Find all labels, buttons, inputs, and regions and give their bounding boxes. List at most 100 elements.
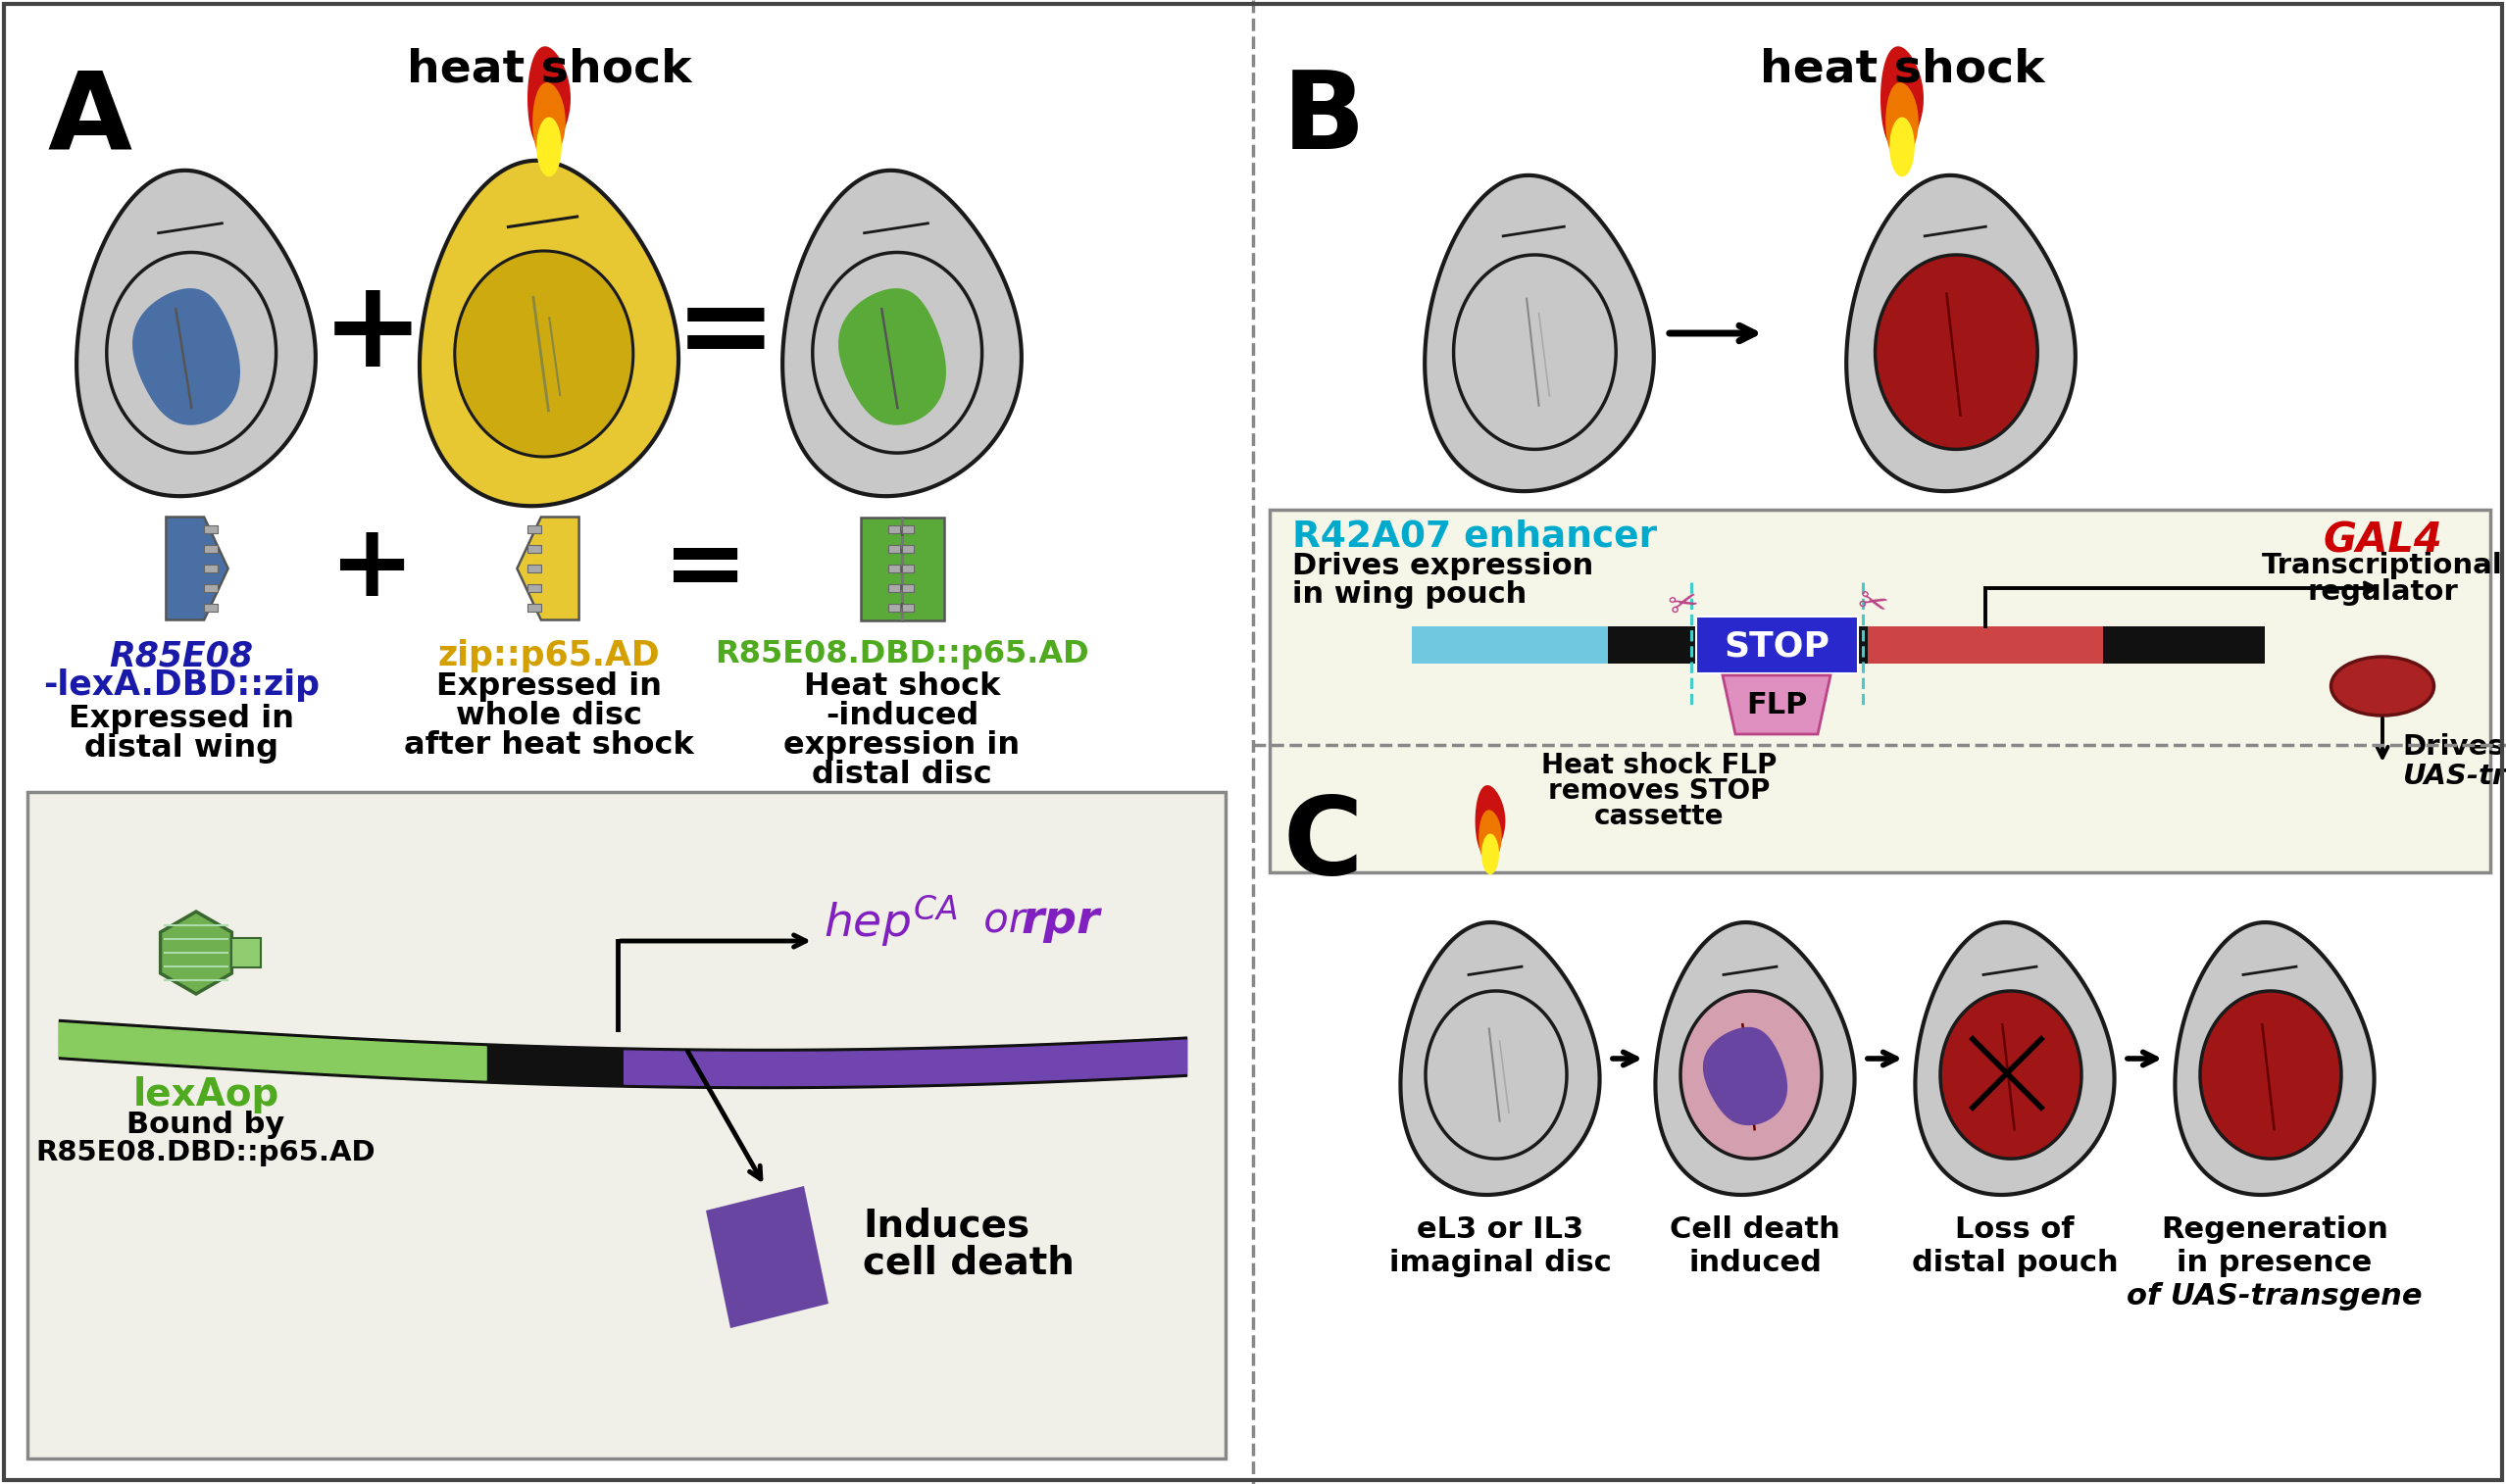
Bar xyxy=(526,564,541,573)
Bar xyxy=(1867,626,2103,663)
Polygon shape xyxy=(1847,175,2075,491)
Polygon shape xyxy=(1704,1027,1787,1125)
Polygon shape xyxy=(1915,923,2115,1195)
Polygon shape xyxy=(1426,175,1654,491)
Bar xyxy=(887,585,900,592)
Text: eL3 or IL3: eL3 or IL3 xyxy=(1416,1215,1584,1244)
Text: Regeneration: Regeneration xyxy=(2160,1215,2388,1244)
Ellipse shape xyxy=(2331,657,2433,715)
Bar xyxy=(203,564,218,573)
Polygon shape xyxy=(1476,785,1506,856)
Text: after heat shock: after heat shock xyxy=(403,730,694,761)
Text: =: = xyxy=(664,519,749,617)
Bar xyxy=(887,545,900,554)
Text: expression in: expression in xyxy=(784,730,1020,761)
Polygon shape xyxy=(840,288,947,424)
Polygon shape xyxy=(516,516,579,620)
Polygon shape xyxy=(812,252,982,453)
Text: removes STOP: removes STOP xyxy=(1549,778,1769,804)
Text: zip::p65.AD: zip::p65.AD xyxy=(439,640,659,672)
Text: in wing pouch: in wing pouch xyxy=(1293,580,1526,608)
Polygon shape xyxy=(534,83,566,162)
Polygon shape xyxy=(419,160,679,506)
Polygon shape xyxy=(902,516,945,620)
Text: UAS-transgene: UAS-transgene xyxy=(2403,763,2506,789)
Text: Drives expression: Drives expression xyxy=(1293,552,1594,580)
Text: Cell death: Cell death xyxy=(1669,1215,1839,1244)
Text: B: B xyxy=(1283,67,1366,172)
Text: imaginal disc: imaginal disc xyxy=(1388,1248,1611,1278)
Polygon shape xyxy=(1401,923,1599,1195)
Text: cassette: cassette xyxy=(1594,803,1724,830)
Bar xyxy=(526,525,541,533)
Text: Induces: Induces xyxy=(862,1206,1030,1244)
Text: heat shock: heat shock xyxy=(1759,47,2045,91)
Bar xyxy=(203,545,218,554)
Polygon shape xyxy=(782,171,1022,496)
Text: R85E08.DBD::p65.AD: R85E08.DBD::p65.AD xyxy=(714,640,1090,669)
Polygon shape xyxy=(860,516,902,620)
Text: rpr: rpr xyxy=(1022,899,1100,944)
Polygon shape xyxy=(1479,810,1501,864)
Polygon shape xyxy=(78,171,316,496)
Polygon shape xyxy=(1940,991,2082,1159)
Text: Heat shock: Heat shock xyxy=(804,671,1000,702)
Polygon shape xyxy=(454,251,634,457)
Text: C: C xyxy=(1283,792,1363,896)
Polygon shape xyxy=(2200,991,2341,1159)
Bar xyxy=(526,585,541,592)
Polygon shape xyxy=(160,911,231,994)
Polygon shape xyxy=(108,252,276,453)
Text: R85E08.DBD::p65.AD: R85E08.DBD::p65.AD xyxy=(35,1140,376,1166)
Polygon shape xyxy=(707,1186,829,1328)
Text: heat shock: heat shock xyxy=(406,47,692,91)
Text: distal pouch: distal pouch xyxy=(1912,1248,2118,1278)
Bar xyxy=(203,585,218,592)
Text: GAL4: GAL4 xyxy=(2323,519,2443,561)
Bar xyxy=(1271,509,2491,873)
Text: Heat shock FLP: Heat shock FLP xyxy=(1541,752,1777,779)
Polygon shape xyxy=(165,516,228,620)
Bar xyxy=(526,604,541,611)
Text: in presence: in presence xyxy=(2178,1248,2373,1278)
Bar xyxy=(887,564,900,573)
Text: Transcriptional: Transcriptional xyxy=(2263,552,2503,579)
Polygon shape xyxy=(2175,923,2373,1195)
Bar xyxy=(902,525,915,533)
Bar xyxy=(902,564,915,573)
Text: R85E08: R85E08 xyxy=(110,640,253,672)
Text: distal disc: distal disc xyxy=(812,760,992,789)
Bar xyxy=(231,938,261,968)
Text: distal wing: distal wing xyxy=(85,733,278,764)
Text: or: or xyxy=(970,901,1037,942)
Text: R42A07 enhancer: R42A07 enhancer xyxy=(1293,519,1656,555)
Text: STOP: STOP xyxy=(1724,629,1829,662)
Polygon shape xyxy=(536,117,561,177)
Bar xyxy=(887,525,900,533)
Text: of UAS-transgene: of UAS-transgene xyxy=(2128,1282,2423,1310)
Text: whole disc: whole disc xyxy=(456,700,642,732)
Text: A: A xyxy=(48,67,130,172)
Text: ✂: ✂ xyxy=(1666,585,1704,625)
Polygon shape xyxy=(1722,675,1829,735)
Polygon shape xyxy=(1885,83,1920,162)
Polygon shape xyxy=(526,46,571,151)
Bar xyxy=(1411,626,2265,663)
Bar xyxy=(203,604,218,611)
Text: Drives: Drives xyxy=(2403,733,2506,761)
Polygon shape xyxy=(1880,46,1925,151)
Text: Expressed in: Expressed in xyxy=(436,671,662,702)
Text: -lexA.DBD::zip: -lexA.DBD::zip xyxy=(43,668,321,702)
Polygon shape xyxy=(1656,923,1854,1195)
Bar xyxy=(1697,616,1857,674)
Text: cell death: cell death xyxy=(862,1244,1075,1281)
Bar xyxy=(28,792,1225,1459)
Text: +: + xyxy=(331,519,416,617)
Polygon shape xyxy=(133,288,241,424)
Polygon shape xyxy=(1890,117,1915,177)
Text: Expressed in: Expressed in xyxy=(68,703,293,735)
Text: $hep^{CA}$: $hep^{CA}$ xyxy=(824,893,957,950)
Polygon shape xyxy=(1481,834,1499,874)
Polygon shape xyxy=(1874,255,2037,450)
Text: Bound by: Bound by xyxy=(128,1110,286,1140)
